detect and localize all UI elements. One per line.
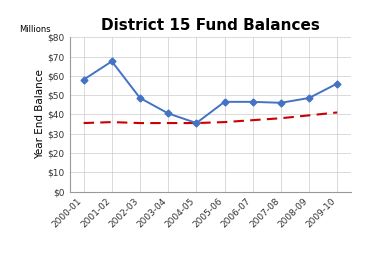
Target Balance bbox=[81, 122, 86, 125]
Target Balance bbox=[335, 111, 340, 114]
Line: Target Balance: Target Balance bbox=[83, 113, 337, 123]
Target Balance bbox=[166, 122, 171, 125]
Target Balance bbox=[250, 119, 255, 122]
Actual Fund Balance bbox=[279, 101, 283, 105]
Target Balance bbox=[307, 114, 311, 117]
Target Balance bbox=[194, 122, 198, 125]
Actual Fund Balance bbox=[223, 100, 227, 103]
Target Balance bbox=[279, 117, 283, 120]
Title: District 15 Fund Balances: District 15 Fund Balances bbox=[101, 18, 320, 33]
Actual Fund Balance bbox=[250, 100, 255, 103]
Text: Millions: Millions bbox=[19, 25, 51, 34]
Actual Fund Balance bbox=[110, 60, 114, 63]
Target Balance bbox=[138, 122, 142, 125]
Actual Fund Balance bbox=[138, 96, 142, 99]
Actual Fund Balance bbox=[81, 78, 86, 81]
Actual Fund Balance bbox=[166, 112, 171, 115]
Line: Actual Fund Balance: Actual Fund Balance bbox=[81, 59, 340, 126]
Target Balance bbox=[223, 120, 227, 124]
Actual Fund Balance bbox=[307, 96, 311, 99]
Target Balance bbox=[110, 120, 114, 124]
Actual Fund Balance bbox=[335, 82, 340, 85]
Y-axis label: Year End Balance: Year End Balance bbox=[35, 69, 45, 159]
Actual Fund Balance bbox=[194, 122, 198, 125]
